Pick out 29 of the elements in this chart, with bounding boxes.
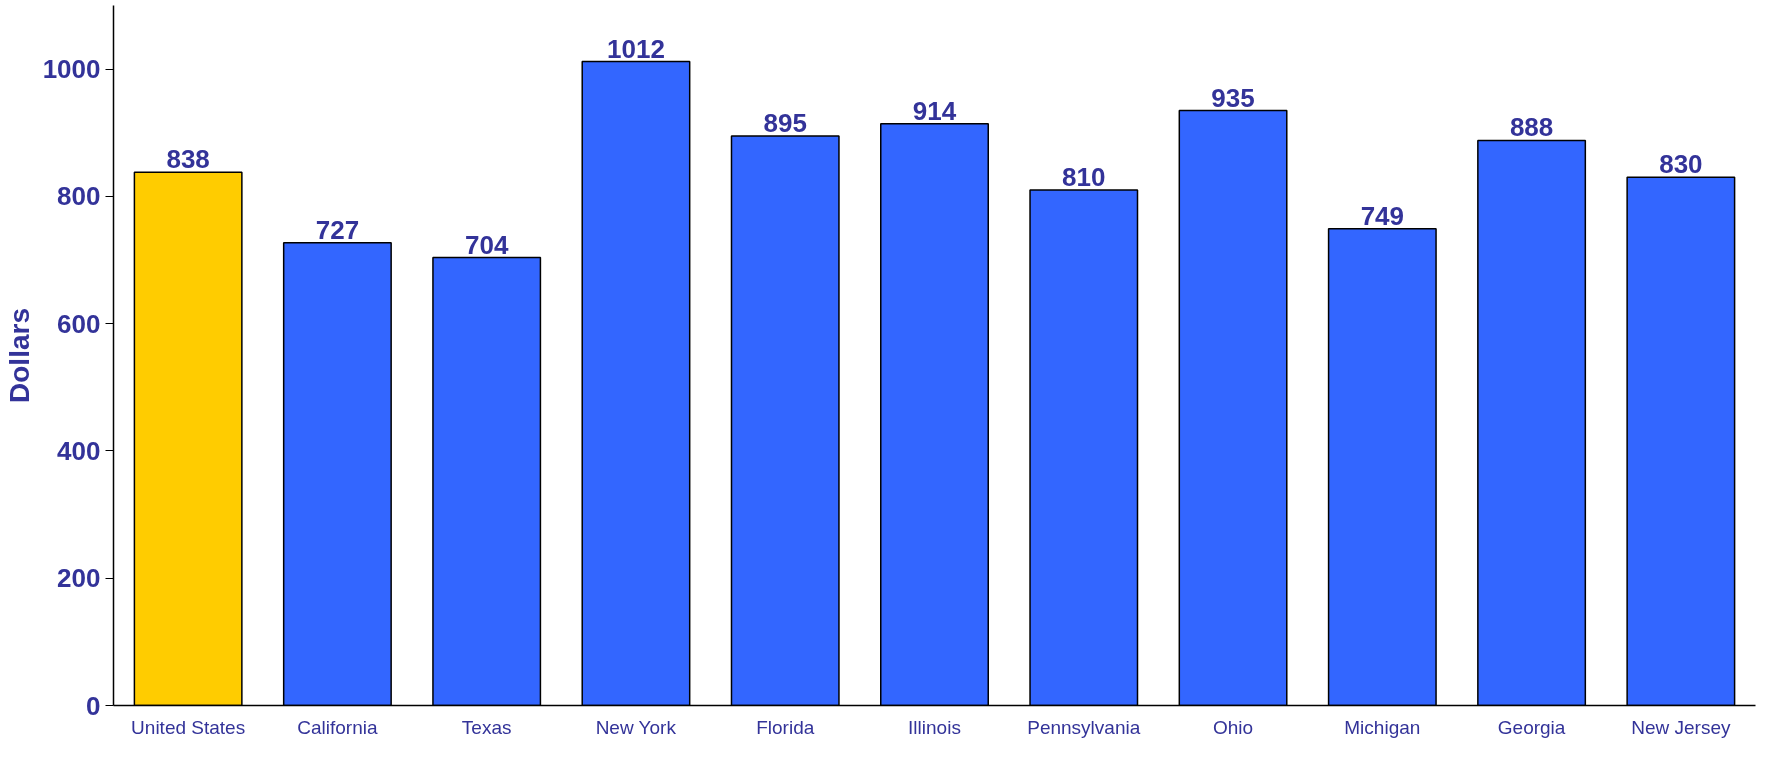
y-tick-label: 800 (57, 181, 101, 212)
x-tick-label: Florida (756, 716, 815, 738)
data-label: 749 (1360, 200, 1405, 231)
x-tick-label: California (297, 716, 378, 738)
x-tick-label: Illinois (908, 716, 961, 738)
x-tick-label: New Jersey (1631, 716, 1731, 738)
x-tick-label: Pennsylvania (1027, 716, 1141, 738)
data-label: 1012 (607, 33, 665, 64)
data-label: 935 (1211, 82, 1255, 113)
data-label: 838 (166, 144, 210, 175)
x-tick-label: Georgia (1497, 716, 1566, 738)
data-label: 704 (464, 229, 509, 260)
y-tick-label: 400 (57, 435, 101, 466)
data-label: 727 (315, 214, 360, 245)
y-tick-label: 600 (57, 308, 101, 339)
data-label: 914 (912, 95, 957, 126)
x-tick-label: New York (595, 716, 677, 738)
x-tick-label: Ohio (1212, 716, 1254, 738)
x-tick-label: United States (131, 716, 246, 738)
x-tick-label: Texas (461, 716, 512, 738)
y-tick-label: 0 (86, 690, 101, 721)
data-label: 830 (1659, 149, 1703, 180)
data-label: 810 (1062, 162, 1106, 193)
y-axis-title: Dollars (3, 308, 35, 403)
data-label: 895 (763, 107, 807, 138)
x-tick-label: Michigan (1344, 716, 1421, 738)
data-label: 888 (1509, 112, 1554, 143)
y-tick-label: 200 (57, 563, 101, 594)
y-tick-label: 1000 (42, 54, 101, 85)
